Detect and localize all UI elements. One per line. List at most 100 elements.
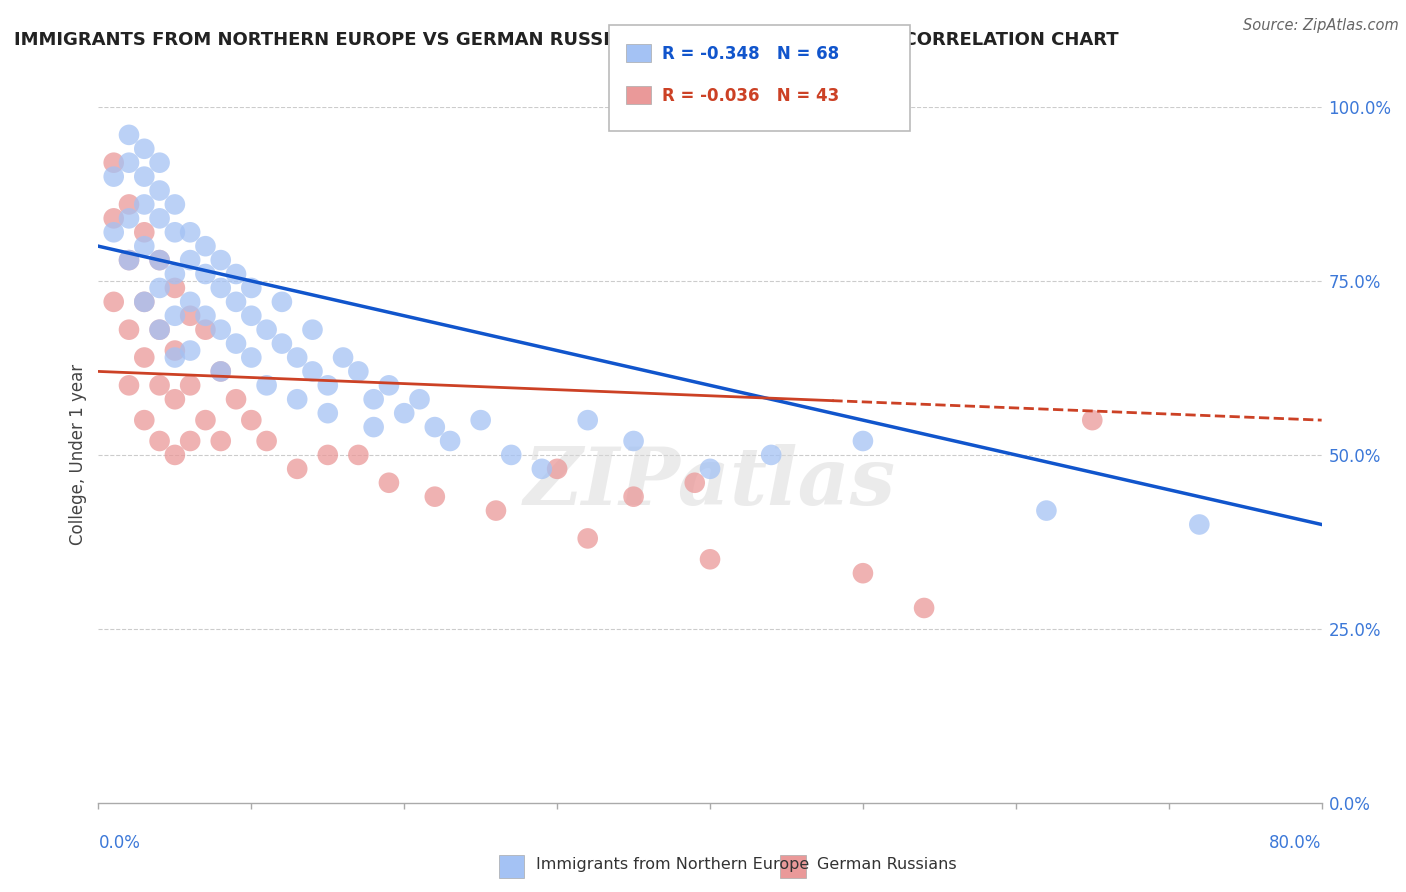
Point (576, 532, 599, 546)
Point (103, 294, 125, 309)
Point (149, 323, 172, 337)
Point (225, 392, 247, 407)
Point (163, 267, 186, 281)
Point (163, 392, 186, 407)
Point (256, 434, 278, 448)
Point (149, 211, 172, 226)
Point (408, 392, 430, 407)
Point (209, 364, 232, 378)
Point (285, 392, 308, 407)
Point (134, 169, 156, 184)
Point (285, 462, 308, 476)
Point (103, 169, 125, 184)
Point (378, 475, 401, 490)
Point (699, 462, 721, 476)
Point (363, 420, 385, 434)
Point (1035, 503, 1057, 517)
Point (118, 323, 141, 337)
Point (179, 294, 201, 309)
Point (256, 378, 278, 392)
Point (209, 364, 232, 378)
Point (1188, 517, 1211, 532)
Point (546, 462, 568, 476)
Point (118, 128, 141, 142)
Point (149, 253, 172, 268)
Point (103, 155, 125, 169)
Point (118, 155, 141, 169)
Point (363, 392, 385, 407)
Point (912, 601, 935, 615)
Point (134, 197, 156, 211)
Point (301, 323, 323, 337)
Point (179, 309, 201, 323)
Point (316, 378, 339, 392)
Point (270, 336, 292, 351)
Point (423, 490, 446, 504)
Point (163, 281, 186, 295)
Point (194, 323, 217, 337)
Text: IMMIGRANTS FROM NORTHERN EUROPE VS GERMAN RUSSIAN COLLEGE, UNDER 1 YEAR CORRELAT: IMMIGRANTS FROM NORTHERN EUROPE VS GERMA… (14, 31, 1119, 49)
Point (301, 364, 323, 378)
Point (163, 309, 186, 323)
Point (240, 413, 263, 427)
Point (378, 378, 401, 392)
Point (149, 434, 172, 448)
Point (194, 239, 217, 253)
Point (103, 211, 125, 226)
Point (118, 378, 141, 392)
Point (179, 225, 201, 239)
Point (103, 225, 125, 239)
Point (225, 267, 247, 281)
Point (163, 351, 186, 365)
Point (209, 323, 232, 337)
Point (194, 267, 217, 281)
Point (134, 351, 156, 365)
Point (134, 239, 156, 253)
Text: Immigrants from Northern Europe: Immigrants from Northern Europe (536, 857, 808, 871)
Point (194, 413, 217, 427)
Text: Source: ZipAtlas.com: Source: ZipAtlas.com (1243, 18, 1399, 33)
Point (225, 294, 247, 309)
Text: ZIPatlas: ZIPatlas (524, 444, 896, 522)
Point (285, 351, 308, 365)
Point (347, 448, 370, 462)
Point (576, 413, 599, 427)
Point (149, 281, 172, 295)
Point (683, 475, 706, 490)
Point (439, 434, 461, 448)
Point (470, 413, 492, 427)
Point (118, 253, 141, 268)
Text: R = -0.348   N = 68: R = -0.348 N = 68 (662, 45, 839, 62)
Point (316, 406, 339, 420)
Point (209, 281, 232, 295)
Point (118, 253, 141, 268)
Point (149, 155, 172, 169)
Point (332, 351, 354, 365)
Point (240, 351, 263, 365)
Point (852, 566, 875, 581)
Point (270, 294, 292, 309)
Text: German Russians: German Russians (817, 857, 956, 871)
Point (423, 420, 446, 434)
Point (194, 309, 217, 323)
Point (134, 413, 156, 427)
Point (852, 434, 875, 448)
Y-axis label: College, Under 1 year: College, Under 1 year (69, 364, 87, 546)
Point (179, 343, 201, 358)
Text: 80.0%: 80.0% (1270, 834, 1322, 852)
Point (118, 197, 141, 211)
Point (134, 294, 156, 309)
Point (1081, 413, 1104, 427)
Point (149, 184, 172, 198)
Point (163, 197, 186, 211)
Point (149, 323, 172, 337)
Text: 0.0%: 0.0% (98, 834, 141, 852)
Point (759, 448, 782, 462)
Point (623, 490, 645, 504)
Point (256, 323, 278, 337)
Point (179, 434, 201, 448)
Point (163, 448, 186, 462)
Point (163, 225, 186, 239)
Point (699, 552, 721, 566)
Point (179, 253, 201, 268)
